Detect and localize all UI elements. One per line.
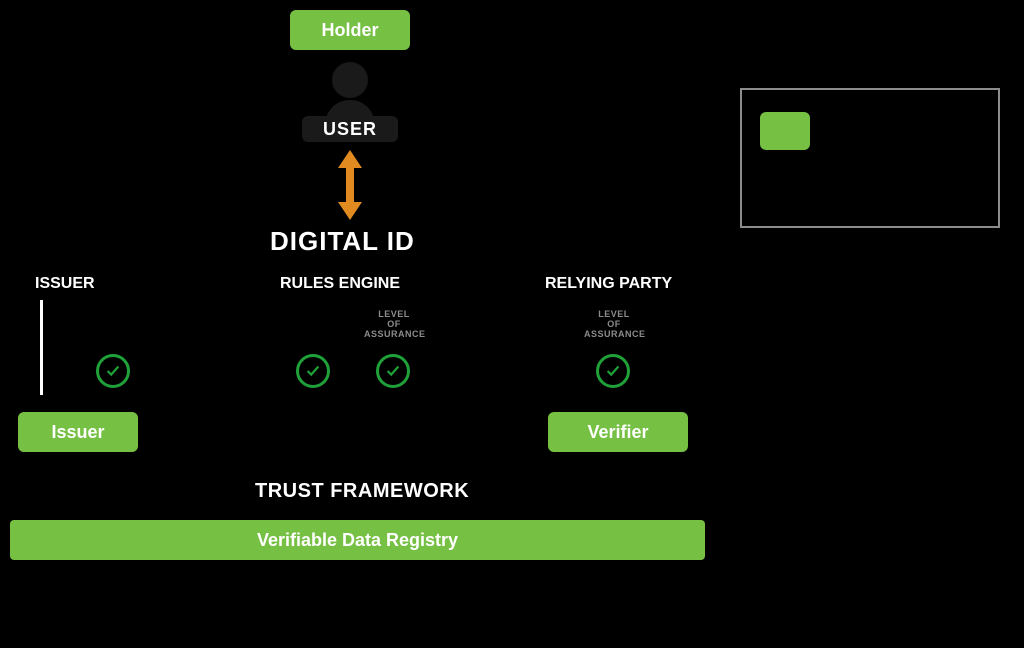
verifiable-data-registry-bar: Verifiable Data Registry xyxy=(10,520,705,560)
issuer-check-icon xyxy=(96,354,130,388)
holder-label: Holder xyxy=(321,20,378,41)
issuer-pill-label: Issuer xyxy=(51,422,104,443)
legend-box xyxy=(740,88,1000,228)
loa-relying-label: LEVELOFASSURANCE xyxy=(584,310,644,340)
holder-pill: Holder xyxy=(290,10,410,50)
issuer-vertical-bar xyxy=(40,300,43,395)
rules-check1-icon xyxy=(296,354,330,388)
verifier-pill-label: Verifier xyxy=(587,422,648,443)
rules-check2-icon xyxy=(376,354,410,388)
bidirectional-arrow-icon xyxy=(338,150,362,220)
legend-chip xyxy=(760,112,810,150)
verifier-pill: Verifier xyxy=(548,412,688,452)
issuer-heading: ISSUER xyxy=(35,275,95,293)
user-badge-label: USER xyxy=(323,119,377,140)
rules-engine-heading: RULES ENGINE xyxy=(280,275,400,293)
relying-party-heading: RELYING PARTY xyxy=(545,275,672,293)
vdr-label: Verifiable Data Registry xyxy=(257,530,458,551)
issuer-pill: Issuer xyxy=(18,412,138,452)
digital-id-title: DIGITAL ID xyxy=(270,226,415,257)
relying-check-icon xyxy=(596,354,630,388)
loa-rules-label: LEVELOFASSURANCE xyxy=(364,310,424,340)
user-badge: USER xyxy=(302,116,398,142)
trust-framework-title: TRUST FRAMEWORK xyxy=(255,480,469,503)
